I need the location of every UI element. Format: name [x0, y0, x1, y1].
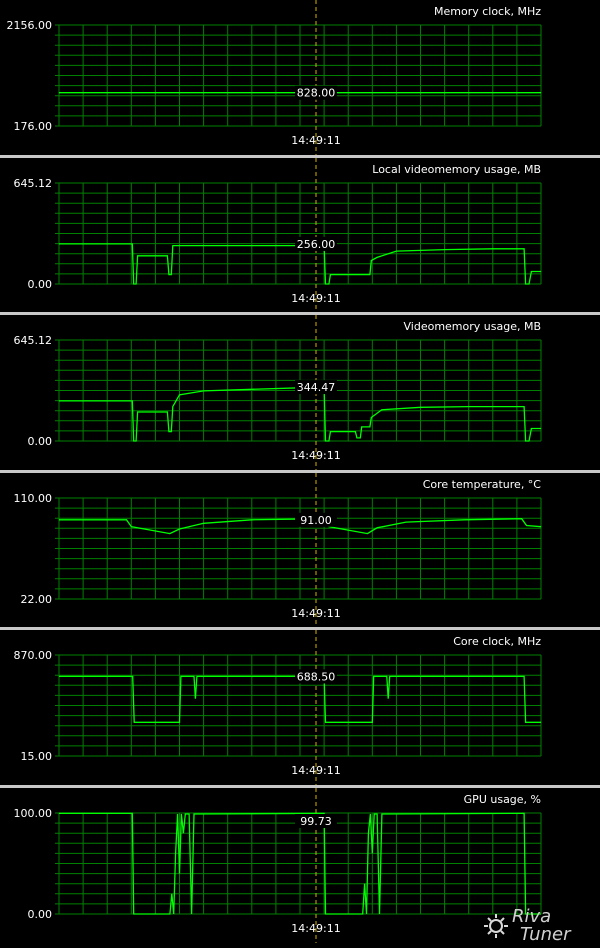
graph-svg: Memory clock, MHz 2156.00 176.00 828.00 14:4…	[7, 0, 542, 155]
cursor-time-label: 14:49:11	[291, 607, 340, 620]
y-min-label: 22.00	[21, 593, 53, 606]
graph-title: Videomemory usage, MB	[404, 320, 542, 333]
graph-svg: Core clock, MHz 870.00 15.00 688.50 14:49:11	[14, 630, 542, 785]
data-trace	[59, 386, 541, 442]
rivatuner-logo: Riva Tuner	[484, 906, 572, 944]
current-value-bg	[295, 380, 337, 395]
svg-text:Tuner: Tuner	[520, 924, 572, 944]
monitor-panel-4: Core temperature, °C 110.00 22.00 91.00 14:4…	[0, 473, 600, 628]
current-value-label: 91.00	[300, 514, 332, 527]
current-value-bg	[295, 85, 337, 100]
monitor-panel-6: GPU usage, % 100.00 0.00 99.73 14:49:11	[0, 788, 600, 943]
cursor-time-label: 14:49:11	[291, 449, 340, 462]
current-value-label: 99.73	[300, 815, 332, 828]
current-value-bg	[295, 512, 337, 527]
y-max-label: 870.00	[14, 649, 53, 662]
y-min-label: 0.00	[28, 908, 53, 921]
current-value-label: 344.47	[297, 381, 336, 394]
panel-separator	[0, 627, 600, 630]
y-min-label: 0.00	[28, 435, 53, 448]
y-min-label: 15.00	[21, 750, 53, 763]
graph-svg: Local videomemory usage, MB 645.12 0.00 256…	[14, 158, 542, 313]
panel-separator	[0, 785, 600, 788]
monitor-panel-3: Videomemory usage, MB 645.12 0.00 344.47 14:…	[0, 315, 600, 470]
data-trace	[59, 243, 541, 285]
current-value-label: 256.00	[297, 238, 336, 251]
current-value-label: 828.00	[297, 87, 336, 100]
monitor-panel-5: Core clock, MHz 870.00 15.00 688.50 14:49:11	[0, 630, 600, 785]
svg-text:Riva: Riva	[512, 906, 551, 927]
y-max-label: 110.00	[14, 492, 53, 505]
graph-title: GPU usage, %	[464, 793, 541, 806]
current-value-bg	[295, 814, 337, 828]
data-trace	[59, 675, 541, 723]
panel-separator	[0, 470, 600, 473]
cursor-time-label: 14:49:11	[291, 922, 340, 935]
cursor-time-label: 14:49:11	[291, 292, 340, 305]
y-min-label: 0.00	[28, 278, 53, 291]
y-max-label: 645.12	[14, 334, 53, 347]
graph-title: Memory clock, MHz	[434, 5, 541, 18]
graph-svg: Videomemory usage, MB 645.12 0.00 344.47 14:…	[14, 315, 542, 470]
graph-svg: Core temperature, °C 110.00 22.00 91.00 14:4…	[14, 473, 542, 628]
graph-title: Core temperature, °C	[423, 478, 542, 491]
current-value-label: 688.50	[297, 670, 336, 683]
monitor-panel-1: Memory clock, MHz 2156.00 176.00 828.00 14:4…	[0, 0, 600, 155]
y-max-label: 100.00	[14, 807, 53, 820]
cursor-time-label: 14:49:11	[291, 134, 340, 147]
y-max-label: 645.12	[14, 177, 53, 190]
graph-title: Local videomemory usage, MB	[372, 163, 541, 176]
current-value-bg	[295, 669, 337, 684]
graph-title: Core clock, MHz	[453, 635, 541, 648]
panel-separator	[0, 312, 600, 315]
data-trace	[59, 812, 541, 915]
current-value-bg	[295, 236, 337, 251]
monitor-panel-2: Local videomemory usage, MB 645.12 0.00 256…	[0, 158, 600, 313]
y-min-label: 176.00	[14, 120, 53, 133]
y-max-label: 2156.00	[7, 19, 53, 32]
graph-svg: GPU usage, % 100.00 0.00 99.73 14:49:11	[14, 788, 542, 943]
cursor-time-label: 14:49:11	[291, 764, 340, 777]
panel-separator	[0, 155, 600, 158]
